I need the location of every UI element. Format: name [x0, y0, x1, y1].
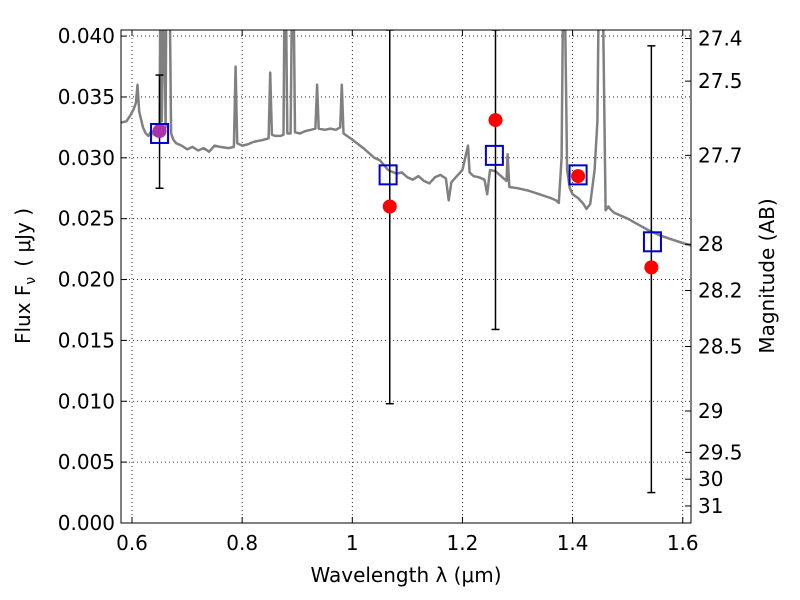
x-tick-label: 1.2 [447, 531, 479, 555]
y-axis-label-sub: ν [23, 277, 39, 285]
y2-tick-label: 27.4 [698, 27, 743, 51]
model-point [642, 231, 662, 253]
y2-tick-label: 31 [698, 494, 723, 518]
x-tick-label: 1.6 [667, 531, 699, 555]
y2-tick-label: 29.5 [698, 440, 743, 464]
y2-tick-label: 27.7 [698, 143, 743, 167]
model-points-layer [150, 122, 662, 253]
x-tick-label: 0.6 [116, 531, 148, 555]
y-axis-ticks: 0.000 0.005 0.010 0.015 0.020 0.025 0.030 0.035… [58, 24, 127, 535]
y-tick-label: 0.035 [58, 85, 115, 109]
observed-point [382, 199, 397, 214]
x-tick-label: 1 [346, 531, 359, 555]
x-axis-label: Wavelength λ (μm) [310, 563, 501, 587]
y-tick-label: 0.005 [58, 450, 115, 474]
model-point [378, 164, 398, 186]
y2-axis-ticks: 27.4 27.5 27.7 28 28.2 28.5 29 29.5 30 31 [685, 27, 743, 518]
x-tick-label: 0.8 [226, 531, 258, 555]
y-axis-label-unit: ( μJy ) [11, 208, 35, 267]
y2-tick-label: 28 [698, 232, 723, 256]
y-axis-label: Flux Fν ( μJy ) [11, 208, 39, 344]
observed-point [488, 113, 503, 128]
y2-tick-label: 29 [698, 399, 723, 423]
y-tick-label: 0.000 [58, 511, 115, 535]
observed-points-layer [152, 113, 659, 275]
spectrum-line [121, 30, 691, 247]
y2-axis-label: Magnitude (AB) [755, 198, 779, 353]
spectrum-layer [121, 30, 691, 247]
y-tick-label: 0.030 [58, 146, 115, 170]
model-point [568, 164, 588, 186]
y2-tick-label: 28.5 [698, 334, 743, 358]
observed-point [571, 169, 586, 184]
y-tick-label: 0.015 [58, 328, 115, 352]
y2-tick-label: 28.2 [698, 278, 743, 302]
y-axis-label-main: Flux F [11, 285, 35, 344]
observed-point [644, 260, 659, 275]
y2-tick-label: 30 [698, 467, 723, 491]
errorbar-layer [155, 30, 656, 494]
y2-tick-label: 27.5 [698, 69, 743, 93]
gridlines [121, 30, 691, 524]
y-tick-label: 0.010 [58, 389, 115, 413]
x-tick-label: 1.4 [557, 531, 589, 555]
model-point [150, 122, 170, 144]
model-point [484, 144, 504, 166]
plot-frame [120, 29, 692, 524]
y-tick-label: 0.020 [58, 268, 115, 292]
x-axis-ticks: 0.6 0.8 1 1.2 1.4 1.6 [116, 30, 699, 555]
y-tick-label: 0.025 [58, 207, 115, 231]
observed-point [152, 124, 167, 139]
y-tick-label: 0.040 [58, 24, 115, 48]
